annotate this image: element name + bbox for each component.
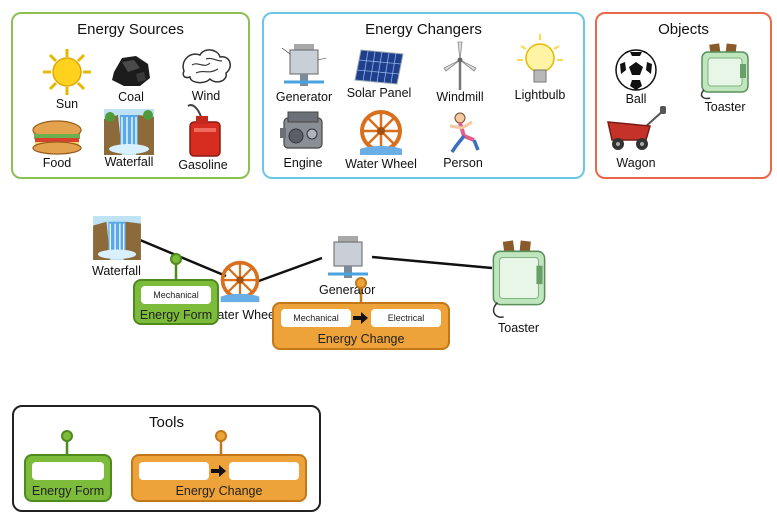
object-toaster[interactable]: Toaster bbox=[685, 42, 765, 114]
sandwich-icon bbox=[32, 120, 82, 155]
canvas-water-wheel-icon[interactable] bbox=[217, 258, 263, 304]
changer-windmill-label: Windmill bbox=[436, 90, 484, 104]
changer-water-wheel[interactable]: Water Wheel bbox=[341, 107, 421, 171]
tool-energy-form-caption: Energy Form bbox=[31, 484, 105, 498]
waterfall-icon bbox=[104, 109, 154, 155]
tool-energy-change-slot-to bbox=[229, 462, 299, 480]
energy-change-to[interactable]: Electrical bbox=[371, 309, 441, 327]
toaster-icon bbox=[700, 43, 749, 100]
changer-generator-label: Generator bbox=[275, 90, 333, 104]
energy-sources-panel: Energy Sources Sun Coal Wind bbox=[11, 12, 250, 179]
object-toaster-label: Toaster bbox=[704, 100, 746, 114]
tool-energy-change-slot-from bbox=[139, 462, 209, 480]
lightbulb-icon bbox=[517, 34, 563, 83]
changer-generator[interactable]: Generator bbox=[264, 38, 344, 104]
sun-icon bbox=[43, 49, 91, 95]
energy-change-connector[interactable] bbox=[355, 277, 367, 289]
energy-changers-title: Energy Changers bbox=[365, 21, 482, 38]
objects-title: Objects bbox=[658, 21, 709, 38]
changer-solar-panel[interactable]: Solar Panel bbox=[339, 48, 419, 100]
changer-lightbulb[interactable]: Lightbulb bbox=[500, 32, 580, 102]
tool-energy-form-slot bbox=[32, 462, 104, 480]
coal-icon bbox=[112, 56, 150, 86]
wind-icon bbox=[182, 49, 231, 84]
objects-panel: Objects Ball Toaster bbox=[595, 12, 772, 179]
source-waterfall-label: Waterfall bbox=[104, 155, 154, 169]
canvas-toaster-icon[interactable] bbox=[487, 239, 551, 321]
gas-can-icon bbox=[187, 104, 221, 157]
source-wind-label: Wind bbox=[191, 89, 221, 103]
energy-change-from[interactable]: Mechanical bbox=[281, 309, 351, 327]
energy-change-caption: Energy Change bbox=[317, 332, 405, 346]
canvas-generator-icon[interactable] bbox=[323, 230, 373, 282]
energy-form-connector[interactable] bbox=[170, 253, 182, 265]
source-waterfall[interactable]: Waterfall bbox=[89, 109, 169, 169]
tool-energy-form[interactable]: Energy Form bbox=[24, 454, 112, 502]
tool-arrow-right-icon bbox=[211, 465, 226, 477]
changer-lightbulb-label: Lightbulb bbox=[514, 88, 566, 102]
generator-icon bbox=[280, 38, 328, 90]
arrow-right-icon bbox=[353, 312, 368, 324]
energy-changers-panel: Energy Changers Generator Solar Panel bbox=[262, 12, 585, 179]
tool-energy-form-stem bbox=[65, 441, 69, 455]
object-wagon[interactable]: Wagon bbox=[596, 106, 676, 170]
source-sun[interactable]: Sun bbox=[27, 47, 107, 111]
soccer-ball-icon bbox=[615, 49, 657, 91]
source-coal[interactable]: Coal bbox=[91, 52, 171, 104]
solar-panel-icon bbox=[354, 49, 404, 85]
changer-solar-panel-label: Solar Panel bbox=[346, 86, 412, 100]
object-ball-label: Ball bbox=[625, 92, 647, 106]
source-coal-label: Coal bbox=[118, 90, 144, 104]
object-wagon-label: Wagon bbox=[616, 156, 656, 170]
windmill-icon bbox=[443, 41, 477, 90]
energy-form-value[interactable]: Mechanical bbox=[141, 286, 211, 304]
tool-energy-change[interactable]: Energy Change bbox=[131, 454, 307, 502]
tools-title: Tools bbox=[148, 414, 185, 431]
tool-energy-change-stem bbox=[219, 441, 223, 455]
tools-panel: Tools Energy Form Energy Change bbox=[12, 405, 321, 512]
water-wheel-icon bbox=[360, 110, 402, 155]
changer-person[interactable]: Person bbox=[423, 110, 503, 170]
canvas-energy-form[interactable]: Mechanical Energy Form bbox=[133, 279, 219, 325]
changer-windmill[interactable]: Windmill bbox=[420, 40, 500, 104]
engine-icon bbox=[280, 111, 323, 149]
source-gasoline[interactable]: Gasoline bbox=[163, 100, 243, 172]
source-sun-label: Sun bbox=[55, 97, 79, 111]
source-food[interactable]: Food bbox=[17, 118, 97, 170]
canvas-energy-change[interactable]: Mechanical Electrical Energy Change bbox=[272, 302, 450, 350]
tool-energy-change-caption: Energy Change bbox=[175, 484, 263, 498]
object-ball[interactable]: Ball bbox=[596, 48, 676, 106]
source-food-label: Food bbox=[42, 156, 72, 170]
canvas-toaster-label: Toaster bbox=[498, 321, 539, 335]
changer-engine-label: Engine bbox=[283, 156, 323, 170]
canvas-waterfall-icon[interactable] bbox=[93, 216, 141, 260]
energy-form-caption: Energy Form bbox=[139, 308, 213, 322]
changer-person-label: Person bbox=[443, 156, 483, 170]
canvas-water-wheel-label: Water Wheel bbox=[206, 308, 278, 322]
wagon-icon bbox=[607, 106, 666, 150]
runner-icon bbox=[449, 112, 480, 153]
changer-engine[interactable]: Engine bbox=[263, 108, 343, 170]
source-wind[interactable]: Wind bbox=[166, 47, 246, 103]
source-gasoline-label: Gasoline bbox=[178, 158, 228, 172]
energy-sources-title: Energy Sources bbox=[77, 21, 184, 38]
changer-water-wheel-label: Water Wheel bbox=[345, 157, 417, 171]
canvas-generator-label: Generator bbox=[319, 283, 376, 297]
canvas-waterfall-label: Waterfall bbox=[92, 264, 141, 278]
